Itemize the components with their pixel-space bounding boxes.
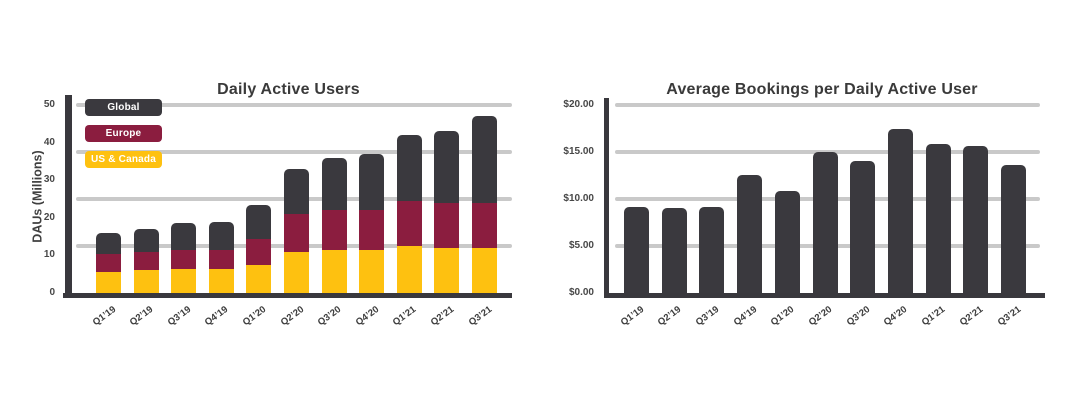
bar-segment [246, 204, 272, 239]
bar-segment [359, 249, 385, 293]
bar [774, 190, 800, 293]
bar-segment [359, 210, 385, 250]
y-tick-label: 0 [49, 287, 55, 298]
bar [96, 232, 121, 293]
bar [208, 221, 234, 293]
bar [434, 131, 460, 293]
y-tick-label: $10.00 [563, 193, 594, 204]
gridline [615, 103, 1040, 107]
bar-segment [96, 253, 121, 273]
bar-segment [434, 247, 460, 293]
chart-title: Average Bookings per Daily Active User [666, 81, 978, 99]
bar [1001, 165, 1026, 293]
bar [963, 146, 989, 293]
legend: Global Europe US & Canada [85, 99, 162, 168]
bar-segment [434, 131, 460, 203]
bar-segment [171, 268, 197, 293]
y-tick-label: $15.00 [563, 146, 594, 157]
bar [472, 116, 497, 293]
bar-segment [396, 246, 422, 293]
legend-chip: Europe [85, 125, 162, 142]
bar-segment [284, 251, 309, 293]
bar-segment [171, 249, 197, 269]
y-tick-label: 50 [43, 99, 55, 110]
bar [171, 223, 197, 293]
bar [321, 157, 347, 293]
bar-segment [208, 221, 234, 250]
bar [850, 161, 876, 293]
bar [737, 174, 763, 293]
bar-segment [321, 157, 347, 211]
x-axis-line [604, 293, 1045, 298]
plot-area: Global Europe US & Canada 0 10 20 30 40 50 Q1’19… [44, 95, 512, 328]
bar-segment [396, 135, 422, 201]
legend-label: Europe [105, 128, 142, 139]
bar [133, 229, 159, 293]
bar-segment [434, 202, 460, 248]
bar [925, 144, 951, 293]
bar-segment [171, 223, 197, 250]
bar [624, 206, 649, 293]
bar-segment [359, 153, 385, 211]
bar [887, 128, 913, 293]
y-tick-label: 40 [43, 136, 55, 148]
bar-segment [133, 229, 159, 252]
y-tick-label: $20.00 [563, 99, 594, 110]
y-tick-label: $5.00 [568, 240, 594, 251]
bar [284, 168, 309, 293]
bar-segment [396, 200, 422, 246]
bar-segment [133, 270, 159, 293]
bar-segment [472, 116, 497, 203]
y-axis-line [604, 98, 609, 293]
bar-segment [246, 264, 272, 293]
bar-segment [321, 210, 347, 250]
bar [246, 204, 272, 293]
bar-segment [321, 249, 347, 293]
bar [812, 152, 838, 293]
bar-segment [208, 268, 234, 293]
legend-chip: US & Canada [85, 151, 162, 168]
bar [359, 153, 385, 293]
legend-label: Global [107, 102, 140, 113]
legend-chip: Global [85, 99, 162, 116]
x-axis-line [63, 293, 512, 298]
bar-segment [472, 202, 497, 248]
bar-segment [96, 232, 121, 254]
y-tick-label: 20 [43, 211, 55, 223]
y-axis-line [65, 95, 72, 293]
gridline [76, 150, 512, 154]
y-tick-label: $0.00 [568, 287, 594, 298]
bar [661, 208, 687, 293]
bar-segment [133, 251, 159, 271]
bar-segment [208, 249, 234, 269]
bar [396, 135, 422, 293]
bar-segment [284, 214, 309, 252]
bar-segment [246, 238, 272, 265]
y-tick-label: 30 [43, 174, 55, 186]
plot-area: $0.00 $5.00 $10.00 $15.00 $20.00 Q1’19 Q2’19 Q3… [563, 98, 1045, 328]
legend-label: US & Canada [91, 154, 156, 165]
bar [699, 206, 725, 293]
gridline [76, 103, 512, 107]
chart-title: Daily Active Users [217, 81, 360, 99]
y-tick-label: 10 [43, 249, 55, 261]
bar-segment [96, 272, 121, 293]
bar-segment [284, 168, 309, 215]
bar-segment [472, 247, 497, 293]
